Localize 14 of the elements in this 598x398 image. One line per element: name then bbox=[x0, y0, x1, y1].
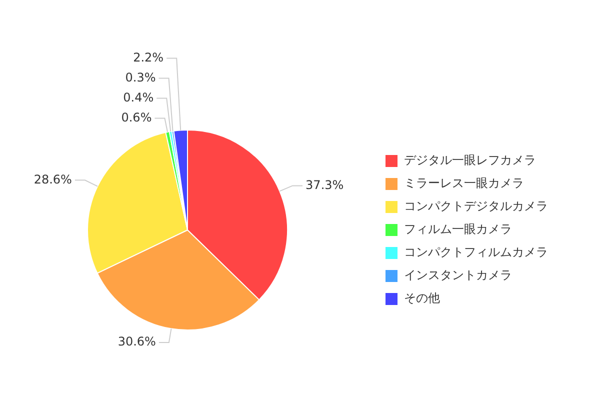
data-label: 37.3% bbox=[306, 178, 344, 192]
legend-label: コンパクトフィルムカメラ bbox=[404, 245, 548, 260]
legend-label: その他 bbox=[404, 291, 440, 306]
legend-label: フィルム一眼カメラ bbox=[404, 222, 512, 236]
data-label: 0.6% bbox=[121, 110, 152, 124]
legend-label: ミラーレス一眼カメラ bbox=[404, 176, 524, 190]
data-label: 0.4% bbox=[123, 90, 154, 104]
data-label: 28.6% bbox=[34, 172, 72, 186]
legend-label: インスタントカメラ bbox=[404, 268, 512, 282]
legend-label: デジタル一眼レフカメラ bbox=[404, 153, 536, 168]
data-label: 0.3% bbox=[125, 70, 156, 84]
data-label: 30.6% bbox=[118, 334, 156, 349]
data-label: 2.2% bbox=[133, 50, 164, 64]
legend-label: コンパクトデジタルカメラ bbox=[404, 199, 548, 214]
